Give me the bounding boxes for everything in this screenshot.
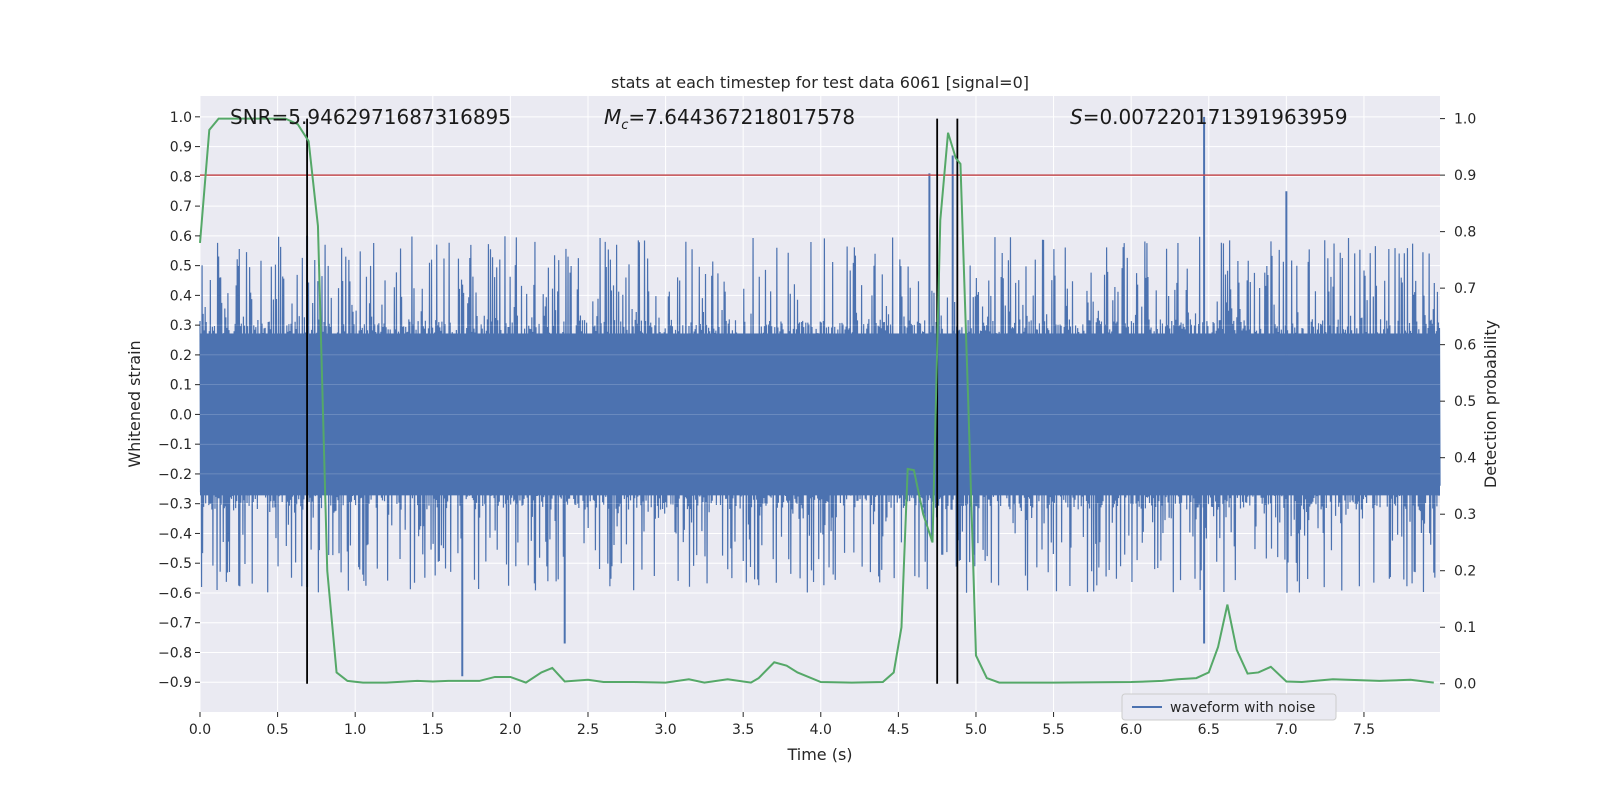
noise-waveform [199,116,1441,677]
x-axis-label: Time (s) [786,745,852,764]
y-right-tick-label-2: 0.2 [1454,564,1476,580]
x-tick-label-9: 4.5 [887,722,909,738]
x-tick-label-7: 3.5 [732,722,754,738]
chart-title: stats at each timestep for test data 606… [611,73,1029,92]
y-left-tick-label-1: −0.8 [158,645,192,661]
y-left-tick-label-7: −0.2 [158,467,192,483]
x-tick-label-3: 1.5 [422,722,444,738]
y-right-tick-label-4: 0.4 [1454,451,1476,467]
snr-annotation: SNR=5.9462971687316895 [230,105,511,129]
x-tick-label-4: 2.0 [499,722,521,738]
x-tick-label-6: 3.0 [654,722,676,738]
x-tick-label-0: 0.0 [189,722,211,738]
legend: waveform with noise [1121,693,1337,721]
y-left-tick-label-10: 0.1 [170,378,192,394]
y-left-tick-label-9: 0.0 [170,407,192,423]
y-right-tick-label-5: 0.5 [1454,394,1476,410]
y-right-tick-label-1: 0.1 [1454,620,1476,636]
y-left-tick-label-0: −0.9 [158,675,192,691]
x-tick-label-12: 6.0 [1120,722,1142,738]
y-left-tick-label-13: 0.4 [170,288,192,304]
noise-core-band [200,333,1440,496]
chirp-mass-value: =7.644367218017578 [628,105,855,129]
y-left-tick-label-6: −0.3 [158,497,192,513]
y-left-tick-label-18: 0.9 [170,140,192,156]
y-left-tick-label-2: −0.7 [158,616,192,632]
chirp-mass-subscript: c [621,118,628,133]
y-right-tick-label-9: 0.9 [1454,168,1476,184]
y-axis-label-left: Whitened strain [125,340,144,467]
probability-line [199,117,1434,684]
y-left-tick-label-3: −0.6 [158,586,192,602]
y-left-tick-label-8: −0.1 [158,437,192,453]
legend-box [1121,693,1337,721]
y-left-tick-label-4: −0.5 [158,556,192,572]
s-symbol: S [1070,105,1083,129]
y-right-tick-label-0: 0.0 [1454,677,1476,693]
x-tick-label-1: 0.5 [266,722,288,738]
y-right-tick-label-6: 0.6 [1454,338,1476,354]
y-left-tick-label-14: 0.5 [170,259,192,275]
x-tick-label-15: 7.5 [1353,722,1375,738]
detection-probability-line [199,117,1434,684]
y-right-tick-label-10: 1.0 [1454,112,1476,128]
x-tick-label-8: 4.0 [810,722,832,738]
y-axis-label-right: Detection probability [1481,320,1500,488]
x-tick-label-11: 5.5 [1042,722,1064,738]
y-right-tick-label-8: 0.8 [1454,225,1476,241]
s-annotation: S=0.007220171391963959 [1070,105,1348,129]
y-left-tick-label-5: −0.4 [158,526,192,542]
y-left-tick-label-16: 0.7 [170,199,192,215]
legend-entry-waveform: waveform with noise [1170,700,1315,716]
x-tick-label-10: 5.0 [965,722,987,738]
axes: 0.0 0.5 1.0 1.5 2.0 2.5 3.0 3.5 4.0 4.5 5.0 5.5 6.0 6… [158,110,1476,738]
y-right-tick-label-7: 0.7 [1454,281,1476,297]
x-tick-label-13: 6.5 [1198,722,1220,738]
y-left-tick-label-15: 0.6 [170,229,192,245]
chirp-mass-annotation: Mc=7.644367218017578 [604,105,855,133]
x-tick-label-2: 1.0 [344,722,366,738]
y-left-tick-label-19: 1.0 [170,110,192,126]
s-value: =0.007220171391963959 [1083,105,1348,129]
y-right-tick-label-3: 0.3 [1454,507,1476,523]
y-left-tick-label-12: 0.3 [170,318,192,334]
vertical-markers [306,118,959,684]
chirp-mass-symbol: M [604,105,621,129]
y-left-tick-label-11: 0.2 [170,348,192,364]
x-tick-label-5: 2.5 [577,722,599,738]
y-left-tick-label-17: 0.8 [170,169,192,185]
x-tick-label-14: 7.0 [1275,722,1297,738]
